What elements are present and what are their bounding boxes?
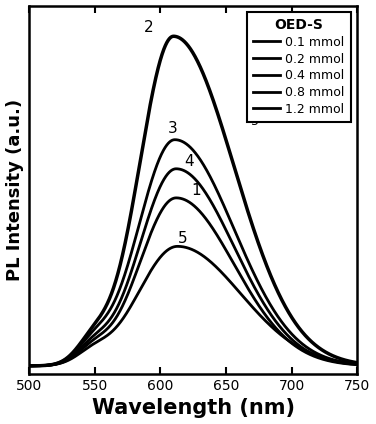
Text: 3: 3: [167, 121, 177, 137]
Text: 1: 1: [191, 183, 201, 198]
Text: 2: 2: [144, 20, 153, 35]
X-axis label: Wavelength (nm): Wavelength (nm): [92, 399, 295, 418]
Y-axis label: PL Intensity (a.u.): PL Intensity (a.u.): [6, 99, 24, 281]
Text: 5: 5: [251, 115, 259, 128]
Text: 4: 4: [251, 96, 259, 109]
Text: 5: 5: [178, 232, 188, 246]
Legend: 0.1 mmol, 0.2 mmol, 0.4 mmol, 0.8 mmol, 1.2 mmol: 0.1 mmol, 0.2 mmol, 0.4 mmol, 0.8 mmol, …: [247, 12, 351, 122]
Text: 2: 2: [251, 59, 259, 72]
Text: 4: 4: [185, 154, 194, 169]
Text: 1: 1: [251, 39, 259, 53]
Text: 3: 3: [251, 77, 259, 90]
